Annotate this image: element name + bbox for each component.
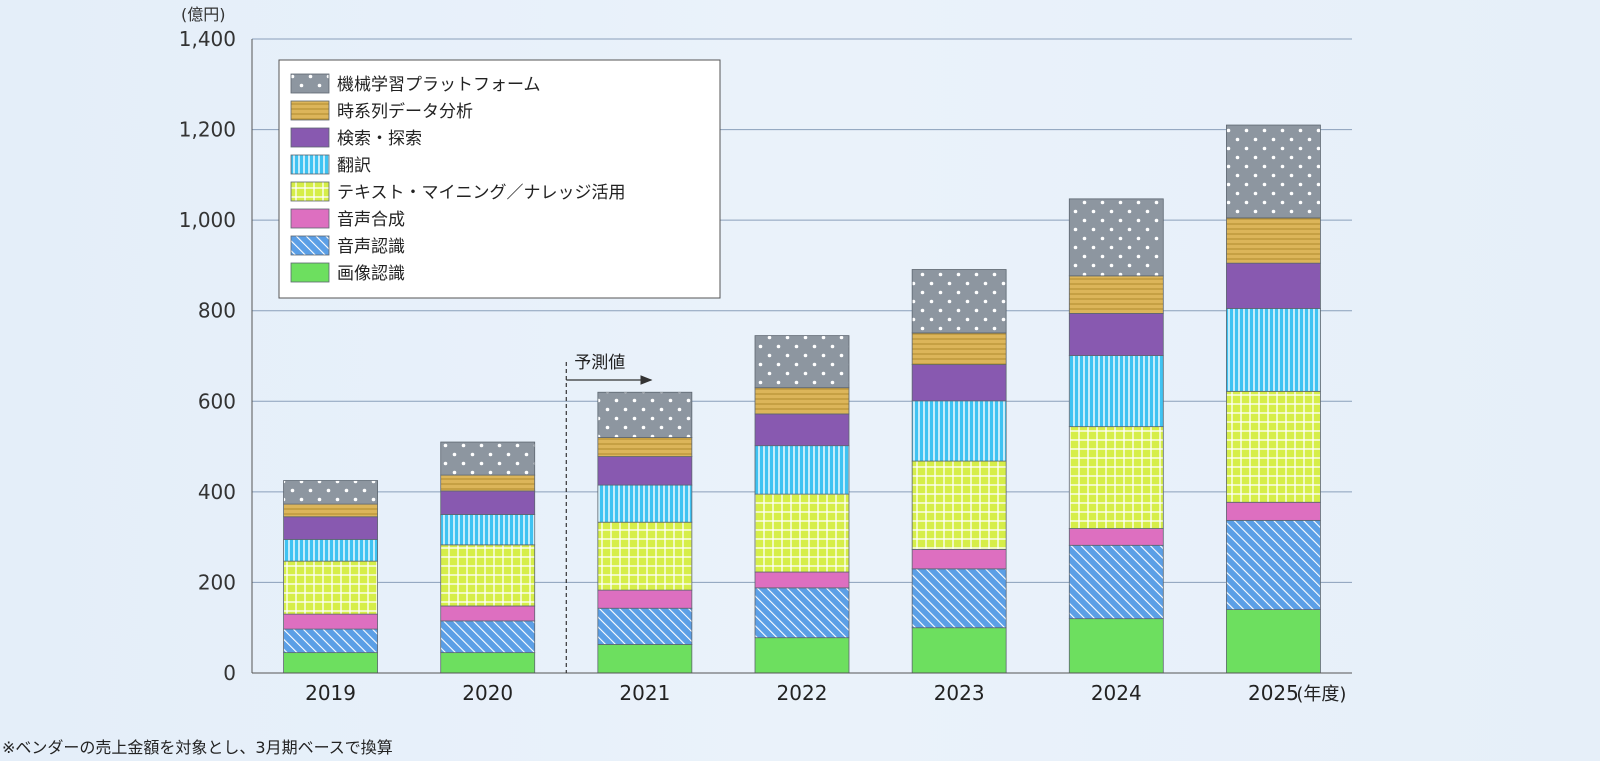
legend-swatch [290, 208, 330, 229]
legend-swatch [290, 235, 330, 256]
forecast-label: 予測値 [574, 353, 625, 373]
bar-segment [754, 493, 850, 573]
x-tick-label: 2025 [1248, 681, 1299, 705]
bar-segment [283, 480, 378, 505]
bar-segment [754, 445, 850, 495]
bar-segment [597, 391, 693, 438]
bar-segment [283, 613, 378, 630]
bar-segment [597, 437, 693, 457]
bar-segment [1226, 217, 1321, 264]
legend: 機械学習プラットフォーム時系列データ分析検索・探索翻訳テキスト・マイニング／ナレ… [278, 59, 721, 299]
y-tick-label: 1,400 [179, 27, 236, 51]
bar-segment [283, 560, 378, 615]
bar-segment [911, 627, 1007, 674]
x-tick-label: 2022 [777, 681, 828, 705]
bar-segment [911, 332, 1007, 366]
bar-segment [911, 568, 1007, 629]
bar-segment [1068, 198, 1164, 277]
bar-segment [1226, 124, 1321, 219]
legend-box [278, 59, 721, 299]
y-tick-label: 1,000 [179, 208, 236, 232]
legend-label: 翻訳 [337, 156, 371, 176]
legend-swatch [290, 127, 330, 148]
bar-segment [754, 413, 850, 447]
bar-segment [597, 456, 693, 486]
bar-segment [1068, 313, 1164, 356]
bar-segment [283, 628, 378, 654]
bar-segment [440, 514, 536, 546]
x-tick-label: 2019 [305, 681, 356, 705]
legend-label: 画像認識 [337, 264, 405, 284]
y-tick-label: 400 [198, 480, 236, 504]
bar-segment [911, 269, 1007, 334]
footnote: ※ベンダーの売上金額を対象とし、3月期ベースで換算 [2, 738, 393, 757]
bar-segment [911, 460, 1007, 550]
x-tick-label: 2023 [934, 681, 985, 705]
bar-segment [283, 539, 378, 562]
bar-segment [1226, 501, 1321, 521]
bar-segment [1226, 308, 1321, 392]
x-unit-suffix: (年度) [1296, 684, 1346, 705]
bar-segment [911, 364, 1007, 402]
bar-segment [1068, 355, 1164, 428]
bar-segment [597, 644, 693, 674]
bar-segment [597, 589, 693, 609]
legend-swatch [290, 73, 330, 94]
y-tick-label: 800 [198, 299, 236, 323]
y-tick-label: 200 [198, 570, 236, 594]
legend-swatch [290, 181, 330, 202]
legend-swatch [290, 262, 330, 283]
bar-segment [1226, 519, 1321, 611]
bar-segment [1226, 262, 1321, 309]
bar-segment [1068, 528, 1164, 546]
legend-label: 機械学習プラットフォーム [337, 75, 541, 95]
bar-segment [283, 652, 378, 674]
bar-segment [440, 490, 536, 515]
legend-label: 時系列データ分析 [337, 101, 473, 122]
bar-segment [597, 607, 693, 645]
bar-segment [283, 503, 378, 518]
bar-segment [754, 335, 850, 389]
legend-label: 音声合成 [337, 210, 405, 230]
bar-segment [1226, 609, 1321, 674]
bar-segment [440, 474, 536, 492]
bar-segment [754, 587, 850, 639]
bar-segment [754, 637, 850, 674]
bar-segment [597, 521, 693, 591]
y-tick-label: 1,200 [179, 118, 236, 142]
y-tick-label: 600 [198, 389, 236, 413]
x-tick-label: 2020 [462, 681, 513, 705]
bar-segment [754, 387, 850, 415]
y-unit-label: (億円) [181, 5, 226, 24]
legend-label: テキスト・マイニング／ナレッジ活用 [337, 183, 626, 203]
legend-swatch [290, 154, 330, 175]
bar-segment [1226, 390, 1321, 503]
bar-segment [1068, 275, 1164, 314]
bar-segment [440, 652, 536, 674]
bar-segment [283, 516, 378, 540]
bar-segment [440, 441, 536, 476]
bar-segment [440, 605, 536, 622]
bar-segment [597, 484, 693, 523]
bar-segment [911, 400, 1007, 462]
x-tick-label: 2024 [1091, 681, 1142, 705]
y-tick-label: 0 [223, 661, 236, 685]
axes: 0 200 400 600 800 1,000 1,200 1,400 (億円) 2019 2020… [179, 5, 1352, 705]
bar-segment [1068, 618, 1164, 674]
bar-segment [1068, 544, 1164, 620]
x-tick-label: 2021 [619, 681, 670, 705]
bar-segment [440, 620, 536, 654]
legend-label: 音声認識 [337, 237, 405, 257]
bar-segment [440, 544, 536, 607]
bars [283, 124, 1321, 674]
bar-segment [754, 571, 850, 589]
legend-swatch [290, 100, 330, 121]
annotations: 予測値 [565, 353, 653, 673]
bar-segment [911, 548, 1007, 570]
legend-label: 検索・探索 [337, 129, 422, 149]
bar-segment [1068, 426, 1164, 529]
